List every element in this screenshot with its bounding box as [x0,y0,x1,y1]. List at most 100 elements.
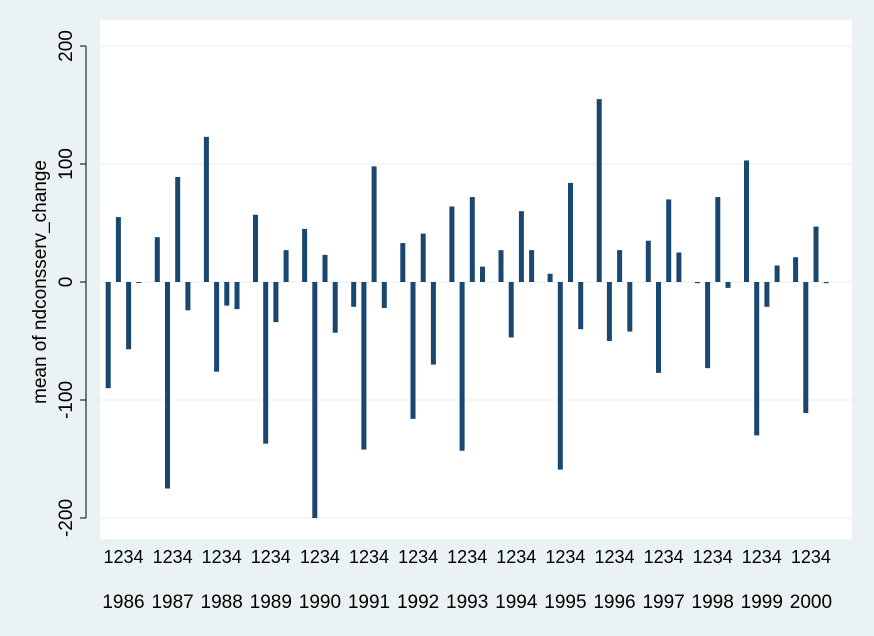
bar [371,166,377,282]
bar [263,282,269,444]
bar [568,182,573,282]
bar [694,282,700,284]
year-label: 1988 [201,592,243,613]
y-tick-label: 100 [56,148,77,180]
bar [273,282,279,323]
quarter-labels: 1234 [447,547,487,567]
bar [175,176,181,282]
bar [764,282,770,307]
bar [823,282,829,284]
bar [744,160,749,282]
bar [449,206,455,282]
quarter-labels: 1234 [496,547,536,567]
quarter-labels: 1234 [644,547,684,567]
bar [302,228,308,282]
bar [351,282,357,307]
year-label: 1993 [446,592,488,613]
y-tick-label: 200 [56,30,77,62]
year-label: 1990 [299,592,341,613]
bar [459,282,465,451]
y-tick-label: -100 [56,381,77,419]
quarter-labels: 1234 [742,547,782,567]
bar [234,282,240,310]
year-label: 1996 [593,592,635,613]
bar [529,250,535,282]
bar [253,214,258,282]
bar [774,265,780,282]
quarter-labels: 1234 [594,547,634,567]
year-label: 1987 [151,592,193,613]
bar [322,254,328,282]
bar [136,282,142,283]
quarter-labels: 1234 [251,547,291,567]
bar [676,252,682,282]
bar [430,282,436,365]
year-label: 1989 [250,592,292,613]
bar [547,273,553,282]
bar [420,233,426,282]
quarter-labels: 1234 [398,547,438,567]
bar [656,282,661,373]
bar [606,282,612,341]
bar [725,282,731,288]
bar [126,282,132,350]
bar [705,282,711,369]
bar [154,237,160,282]
bar [480,266,485,282]
bar [332,282,338,333]
bar [645,240,651,282]
bar [578,282,584,330]
bar [410,282,416,419]
bar [214,282,220,372]
x-axis-labels: 1234 1986 1234 1987 1234 1988 1234 1989 1234 1990… [102,547,832,613]
bar [165,282,170,489]
year-label: 1994 [495,592,538,613]
bar [105,282,111,389]
quarter-labels: 1234 [202,547,242,567]
bar [469,197,475,282]
bar [518,211,524,282]
year-label: 1992 [397,592,439,613]
year-label: 2000 [790,592,832,613]
bar [361,282,367,450]
bar [224,282,230,306]
bar [666,199,672,282]
y-axis-title: mean of ndconsserv_change [30,160,51,404]
bar [381,282,387,308]
plot-area [100,20,852,539]
bar [498,250,504,282]
year-label: 1999 [741,592,783,613]
bar [803,282,809,413]
bar [400,243,406,282]
y-tick-label: 0 [56,277,77,288]
quarter-labels: 1234 [545,547,585,567]
year-label: 1997 [642,592,684,613]
bar [596,99,602,282]
bar [508,282,514,338]
bar [557,282,563,470]
bar [283,250,289,282]
quarter-labels: 1234 [349,547,389,567]
quarter-labels: 1234 [791,547,831,567]
quarter-labels: 1234 [153,547,193,567]
bar [312,282,318,518]
y-axis: -200 -100 0 100 200 [56,30,87,537]
bar [754,282,760,436]
bar [813,226,819,282]
year-label: 1986 [102,592,144,613]
bar [115,217,121,282]
bar [617,250,623,282]
quarter-labels: 1234 [103,547,143,567]
quarter-labels: 1234 [300,547,340,567]
bar [793,257,799,282]
bar [627,282,633,332]
year-label: 1995 [544,592,586,613]
bar [203,136,209,282]
bar [715,197,721,282]
bars [105,99,829,518]
year-label: 1998 [692,592,734,613]
y-tick-label: -200 [56,499,77,537]
quarter-labels: 1234 [693,547,733,567]
year-label: 1991 [348,592,390,613]
